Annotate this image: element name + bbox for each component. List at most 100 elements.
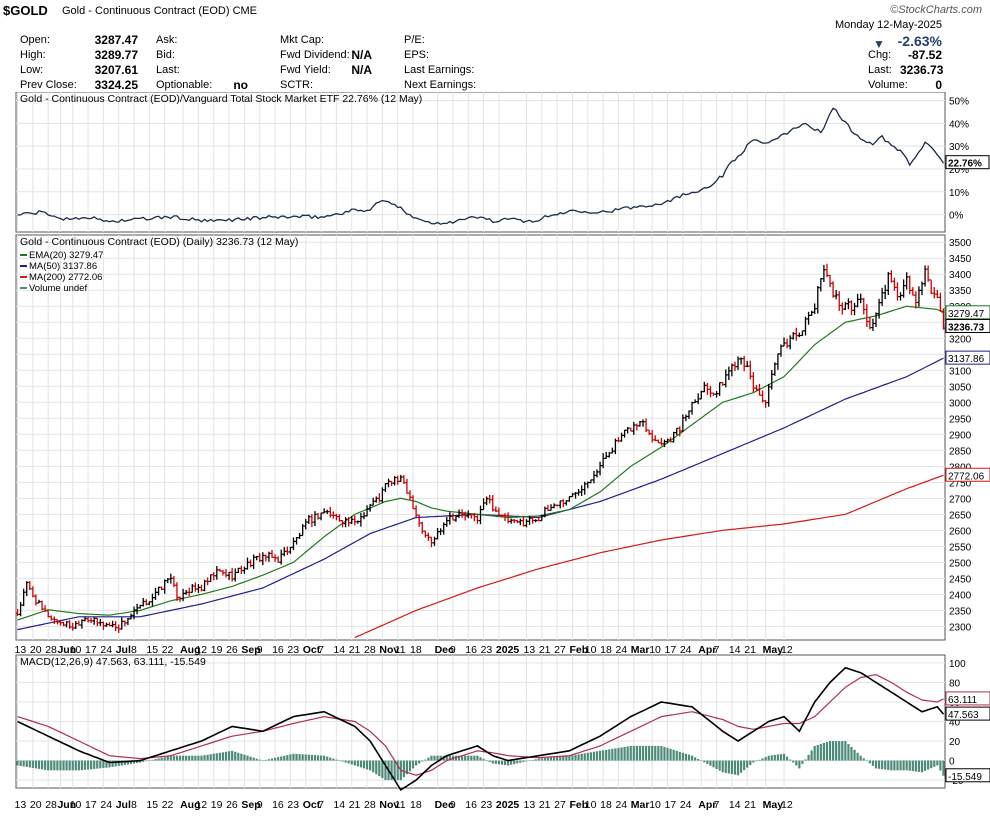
xaxis-top-label-27: Dec xyxy=(435,644,454,656)
macd-hist-bar xyxy=(237,752,240,761)
macd-hist-bar xyxy=(697,759,700,761)
ohlc-bar xyxy=(28,581,32,591)
ohlc-bar xyxy=(285,546,289,556)
macd-hist-bar xyxy=(22,760,25,767)
xaxis-top-label-0: 13 xyxy=(15,644,27,656)
ohlc-bar xyxy=(129,613,133,620)
macd-hist-bar xyxy=(632,745,635,761)
ohlc-bar xyxy=(377,493,381,503)
macd-hist-bar xyxy=(40,760,44,770)
ohlc-bar xyxy=(236,567,240,574)
ohlc-bar xyxy=(938,292,943,312)
xaxis-bottom-label-40: 10 xyxy=(649,799,661,811)
macd-hist-bar xyxy=(215,753,218,761)
ohlc-bar xyxy=(408,490,412,501)
ohlc-bar xyxy=(276,556,280,563)
macd-hist-bar xyxy=(540,758,543,761)
macd-hist-bar xyxy=(470,755,473,761)
macd-hist-bar xyxy=(154,759,157,761)
ohlc-bar xyxy=(362,512,366,520)
macd-hist-bar xyxy=(359,760,363,768)
ohlc-bar xyxy=(564,500,568,506)
col1-label-3: Prev Close: xyxy=(20,79,77,91)
xaxis-bottom-label-28: 9 xyxy=(450,799,456,811)
ohlc-bar xyxy=(123,620,127,627)
ohlc-bar xyxy=(546,504,550,511)
ohlc-bar xyxy=(806,311,811,325)
ohlc-bar xyxy=(350,516,354,525)
macd-hist-bar xyxy=(191,755,194,761)
ohlc-bar xyxy=(662,439,667,448)
macd-hist-bar xyxy=(31,760,34,768)
xaxis-bottom-label-34: 27 xyxy=(554,799,566,811)
ohlc-bar xyxy=(935,289,939,298)
ohlc-bar xyxy=(653,435,657,442)
ohlc-bar xyxy=(785,338,789,349)
ohlc-bar xyxy=(55,619,59,625)
xaxis-bottom-label-24: Nov xyxy=(379,799,399,811)
col2-label-1: Bid: xyxy=(156,49,175,61)
macd-hist-bar xyxy=(436,755,439,761)
macd-hist-bar xyxy=(323,755,326,761)
macd-hist-bar xyxy=(286,755,289,761)
macd-hist-bar xyxy=(884,760,887,770)
macd-hist-bar xyxy=(188,755,191,761)
ohlc-bar xyxy=(632,421,636,435)
ohlc-bar xyxy=(760,390,765,403)
macd-ytick-3: 40 xyxy=(949,718,961,729)
xaxis-bottom-label-15: Sep xyxy=(241,799,260,811)
macd-line xyxy=(17,666,945,792)
macd-hist-bar xyxy=(476,755,479,761)
chart-area[interactable]: 50% 40% 30% 20% 10% 0% 22.76% Gold - Continuous… xyxy=(0,92,990,817)
ohlc-bar xyxy=(889,270,893,283)
ohlc-bar xyxy=(322,508,326,514)
xaxis-top-label-26: 18 xyxy=(410,644,422,656)
macd-hist-bar xyxy=(746,760,749,768)
ohlc-bar xyxy=(497,507,501,516)
ohlc-bar xyxy=(929,279,933,295)
xaxis-bottom-label-14: 26 xyxy=(226,799,238,811)
ratio-ytick-5: 0% xyxy=(949,211,964,222)
macd-hist-bar xyxy=(206,754,209,761)
macd-hist-bar xyxy=(240,753,243,761)
ohlc-bar xyxy=(258,553,262,563)
price-ytick-22: 2400 xyxy=(949,590,972,601)
xaxis-bottom-label-16: 9 xyxy=(257,799,263,811)
xaxis-top-label-40: 10 xyxy=(649,644,661,656)
macd-hist-bar xyxy=(589,752,592,761)
stockcharts-logo[interactable]: ©StockCharts.com xyxy=(890,4,982,16)
ohlc-bar xyxy=(681,414,685,433)
ohlc-bar xyxy=(803,316,808,336)
macd-hist-bar xyxy=(727,760,730,774)
macd-hist-bar xyxy=(369,760,372,771)
price-ytick-17: 2650 xyxy=(949,510,972,521)
macd-hist-bar xyxy=(552,757,556,761)
macd-hist-bar xyxy=(218,752,221,761)
instrument-title: Gold - Continuous Contract (EOD) xyxy=(62,5,230,17)
ohlc-bar xyxy=(454,515,458,522)
ohlc-bar xyxy=(252,554,256,569)
ohlc-bar xyxy=(328,506,332,518)
xaxis-top-label-15: Sep xyxy=(241,644,260,656)
ohlc-bar xyxy=(209,574,213,583)
macd-hist-bar xyxy=(227,751,231,761)
xaxis-bottom-label-12: 12 xyxy=(195,799,207,811)
macd-hist-bar xyxy=(105,760,108,768)
right-value-0: -87.52 xyxy=(907,48,942,62)
ohlc-bar xyxy=(435,527,440,540)
xaxis-bottom-label-1: 20 xyxy=(30,799,42,811)
price-ytick-19: 2550 xyxy=(949,542,972,553)
macd-hist-bar xyxy=(473,755,476,761)
macd-hist-bar xyxy=(445,755,448,761)
col4-label-2: Last Earnings: xyxy=(404,64,475,76)
macd-hist-bar xyxy=(933,760,936,767)
ohlc-bar xyxy=(451,513,455,521)
ohlc-bar xyxy=(779,344,783,357)
ohlc-bar xyxy=(316,513,320,520)
macd-hist-bar xyxy=(93,760,96,769)
macd-hist-bar xyxy=(831,741,835,761)
macd-hist-bar xyxy=(258,759,261,761)
col4-label-1: EPS: xyxy=(404,49,430,61)
macd-hist-bar xyxy=(249,756,252,761)
ohlc-bar xyxy=(828,274,832,288)
